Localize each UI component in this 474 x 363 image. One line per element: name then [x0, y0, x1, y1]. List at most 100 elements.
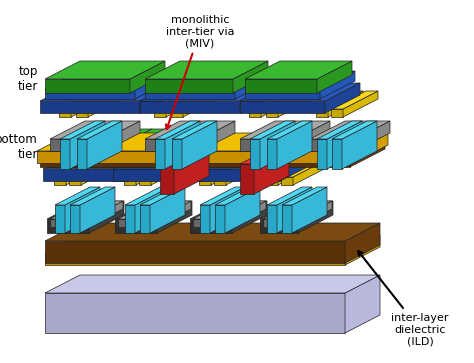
Polygon shape	[69, 177, 81, 185]
Polygon shape	[250, 121, 295, 139]
Polygon shape	[193, 219, 231, 227]
Polygon shape	[328, 91, 363, 117]
Polygon shape	[345, 275, 380, 333]
Polygon shape	[260, 121, 295, 169]
Polygon shape	[267, 121, 312, 139]
Polygon shape	[60, 139, 70, 169]
Polygon shape	[245, 79, 317, 93]
Polygon shape	[140, 101, 240, 113]
Polygon shape	[145, 139, 200, 151]
Polygon shape	[166, 91, 201, 117]
Polygon shape	[50, 139, 105, 151]
Polygon shape	[139, 159, 186, 177]
Polygon shape	[273, 139, 308, 167]
Polygon shape	[45, 241, 345, 263]
Polygon shape	[190, 151, 315, 169]
Polygon shape	[317, 121, 362, 139]
Polygon shape	[249, 109, 261, 117]
Polygon shape	[50, 121, 140, 139]
Polygon shape	[199, 159, 246, 177]
Polygon shape	[80, 187, 115, 233]
Polygon shape	[47, 157, 122, 167]
Polygon shape	[190, 219, 232, 233]
Polygon shape	[89, 201, 124, 233]
Polygon shape	[128, 151, 163, 181]
Polygon shape	[331, 109, 343, 117]
Polygon shape	[350, 141, 385, 167]
Polygon shape	[76, 109, 88, 117]
Polygon shape	[281, 177, 293, 185]
Polygon shape	[245, 61, 352, 79]
Polygon shape	[160, 164, 174, 194]
Polygon shape	[77, 139, 87, 169]
Polygon shape	[215, 187, 260, 205]
Polygon shape	[267, 139, 277, 169]
Polygon shape	[332, 121, 377, 139]
Polygon shape	[266, 159, 313, 177]
Polygon shape	[208, 151, 243, 181]
Polygon shape	[261, 91, 296, 117]
Polygon shape	[260, 201, 333, 219]
Polygon shape	[47, 129, 152, 147]
Polygon shape	[135, 187, 170, 233]
Polygon shape	[277, 121, 312, 169]
Polygon shape	[353, 133, 388, 163]
Polygon shape	[225, 187, 260, 233]
Polygon shape	[150, 187, 185, 233]
Polygon shape	[156, 201, 191, 227]
Text: bottom
tier: bottom tier	[0, 133, 38, 161]
Polygon shape	[298, 201, 333, 233]
Polygon shape	[260, 219, 298, 233]
Polygon shape	[155, 139, 165, 169]
Polygon shape	[200, 205, 210, 233]
Polygon shape	[125, 205, 135, 233]
Polygon shape	[118, 219, 156, 227]
Polygon shape	[183, 91, 218, 117]
Polygon shape	[47, 219, 89, 233]
Polygon shape	[295, 121, 330, 151]
Polygon shape	[280, 151, 315, 181]
Polygon shape	[66, 159, 101, 185]
Polygon shape	[76, 91, 123, 109]
Polygon shape	[240, 139, 295, 151]
Polygon shape	[263, 201, 332, 219]
Polygon shape	[117, 147, 197, 161]
Polygon shape	[54, 159, 101, 177]
Polygon shape	[193, 157, 273, 167]
Polygon shape	[293, 159, 328, 185]
Text: top
tier: top tier	[18, 65, 38, 93]
Polygon shape	[297, 201, 332, 227]
Polygon shape	[174, 146, 209, 194]
Polygon shape	[81, 159, 116, 185]
Polygon shape	[240, 164, 254, 194]
Polygon shape	[199, 177, 211, 185]
Polygon shape	[45, 61, 165, 79]
Polygon shape	[115, 219, 157, 233]
Polygon shape	[240, 121, 330, 139]
Polygon shape	[45, 235, 380, 253]
Polygon shape	[55, 205, 65, 233]
Polygon shape	[145, 61, 268, 79]
Polygon shape	[317, 61, 352, 93]
Polygon shape	[355, 121, 390, 151]
Polygon shape	[70, 187, 115, 205]
Polygon shape	[172, 139, 182, 169]
Polygon shape	[155, 121, 200, 139]
Polygon shape	[240, 83, 275, 113]
Polygon shape	[235, 71, 270, 99]
Polygon shape	[193, 201, 266, 219]
Polygon shape	[171, 91, 218, 109]
Polygon shape	[50, 219, 88, 227]
Polygon shape	[154, 91, 201, 109]
Polygon shape	[282, 187, 327, 205]
Polygon shape	[43, 169, 128, 181]
Polygon shape	[60, 121, 105, 139]
Polygon shape	[117, 157, 202, 167]
Polygon shape	[310, 139, 355, 151]
Text: inter-layer
dielectric
(ILD): inter-layer dielectric (ILD)	[358, 251, 449, 346]
Polygon shape	[325, 83, 360, 113]
Polygon shape	[145, 121, 235, 139]
Polygon shape	[45, 253, 345, 265]
Polygon shape	[65, 187, 100, 233]
Polygon shape	[88, 201, 123, 227]
